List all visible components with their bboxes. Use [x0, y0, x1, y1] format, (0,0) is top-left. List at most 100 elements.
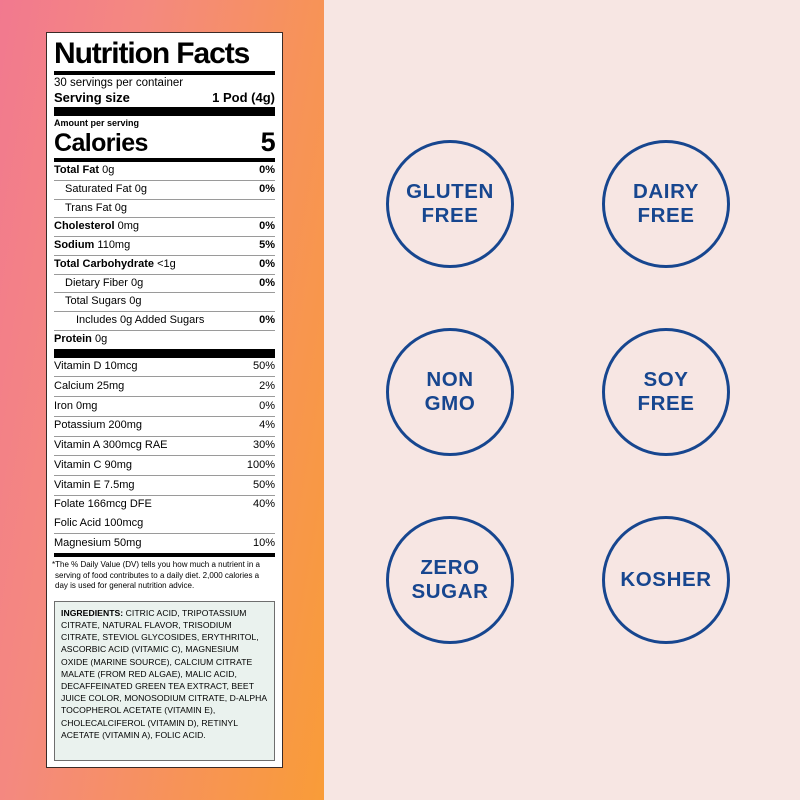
- badge-dairy-free: DAIRY FREE: [602, 140, 730, 268]
- badge-line-2: FREE: [421, 204, 479, 227]
- nutrient-row-divider: [54, 292, 275, 294]
- vitamin-name: Magnesium 50mg: [54, 536, 142, 549]
- calories-value: 5: [260, 127, 276, 158]
- nutrient-daily-value: 0%: [259, 257, 275, 270]
- badge-line-1: DAIRY: [632, 180, 700, 204]
- vitamin-row-divider: [54, 435, 275, 437]
- gradient-panel: Nutrition Facts 30 servings per containe…: [0, 0, 324, 800]
- nutrient-row: Cholesterol 0mg 0%: [54, 218, 275, 236]
- amount-per-serving-label: Amount per serving: [54, 118, 140, 129]
- nutrient-row-divider: [54, 329, 275, 331]
- serving-size-value: 1 Pod (4g): [212, 90, 275, 106]
- vitamin-name: Folate 166mcg DFE: [54, 498, 152, 511]
- nutrition-facts-label: Nutrition Facts 30 servings per containe…: [46, 32, 283, 768]
- vitamin-row: Folate 166mcg DFE 40%: [54, 496, 275, 515]
- nutrient-row-divider: [54, 179, 275, 181]
- nutrient-row: Saturated Fat 0g 0%: [54, 181, 275, 199]
- footnote-asterisk: *: [52, 560, 56, 570]
- vitamin-row-divider: [54, 494, 275, 496]
- vitamin-row: Potassium 200mg 4%: [54, 417, 275, 436]
- nutrient-name: Includes 0g Added Sugars: [76, 314, 205, 327]
- badge-line-1: SOY: [643, 368, 689, 392]
- nutrient-row-divider: [54, 254, 275, 256]
- vitamin-name: Vitamin A 300mcg RAE: [54, 439, 168, 452]
- ingredients-text: CITRIC ACID, TRIPOTASSIUM CITRATE, NATUR…: [61, 607, 267, 740]
- nutrient-daily-value: 0%: [259, 164, 275, 177]
- certification-badge-grid: GLUTEN FREE DAIRY FREE NON GMO SOY FREE ZERO SUGA…: [386, 140, 746, 644]
- nutrient-row: Total Fat 0g 0%: [54, 162, 275, 180]
- serving-size-label: Serving size: [54, 90, 130, 106]
- badge-line-2: FREE: [637, 392, 695, 415]
- vitamin-row-divider: [54, 415, 275, 417]
- nutrient-row: Trans Fat 0g: [54, 200, 275, 218]
- footnote-divider: [54, 553, 275, 558]
- vitamin-daily-value: 50%: [252, 478, 275, 491]
- nutrient-daily-value: 0%: [259, 220, 275, 233]
- vitamin-name: Vitamin E 7.5mg: [54, 478, 135, 491]
- vitamin-row-divider: [54, 455, 275, 457]
- nutrition-facts-title: Nutrition Facts: [54, 37, 250, 70]
- vitamin-row: Vitamin C 90mg 100%: [54, 456, 275, 475]
- vitamin-row: Magnesium 50mg 10%: [54, 534, 275, 553]
- vitamin-daily-value: 30%: [252, 439, 275, 452]
- nutrient-row: Dietary Fiber 0g 0%: [54, 275, 275, 293]
- footnote-text: The % Daily Value (DV) tells you how muc…: [55, 560, 260, 591]
- serving-size-row: Serving size 1 Pod (4g): [54, 90, 275, 107]
- nutrient-row: Includes 0g Added Sugars 0%: [54, 312, 275, 330]
- vitamin-name: Calcium 25mg: [54, 379, 125, 392]
- nutrient-name: Trans Fat 0g: [65, 201, 127, 214]
- nutrient-name: Total Fat 0g: [54, 164, 115, 177]
- daily-value-footnote: *The % Daily Value (DV) tells you how mu…: [52, 557, 275, 596]
- nutrient-name: Dietary Fiber 0g: [65, 276, 144, 289]
- vitamin-daily-value: 0%: [259, 399, 275, 412]
- badge-non-gmo: NON GMO: [386, 328, 514, 456]
- badge-line-1: KOSHER: [620, 568, 712, 591]
- nutrient-row: Total Sugars 0g: [54, 293, 275, 311]
- nutrient-row-divider: [54, 311, 275, 313]
- vitamin-list: Vitamin D 10mcg 50% Calcium 25mg 2% Iron 0mg…: [54, 358, 275, 554]
- vitamin-row-divider: [54, 475, 275, 477]
- nutrient-row-divider: [54, 236, 275, 238]
- calories-label: Calories: [54, 129, 148, 158]
- calories-divider: [54, 158, 275, 163]
- nutrient-row-divider: [54, 198, 275, 200]
- nutrient-row: Protein 0g: [54, 331, 275, 349]
- vitamin-daily-value: 10%: [252, 536, 275, 549]
- nutrient-daily-value: 0%: [259, 182, 275, 195]
- nutrient-daily-value: 0%: [259, 276, 275, 289]
- nutrient-name: Sodium 110mg: [54, 239, 131, 252]
- badge-line-2: SUGAR: [411, 580, 489, 603]
- nutrient-name: Total Sugars 0g: [65, 295, 142, 308]
- badge-line-2: GMO: [424, 392, 476, 415]
- nutrient-row-divider: [54, 217, 275, 219]
- badge-panel: GLUTEN FREE DAIRY FREE NON GMO SOY FREE ZERO SUGA…: [324, 0, 800, 800]
- calories-row: Calories 5: [54, 127, 276, 158]
- vitamin-daily-value: 40%: [252, 498, 275, 511]
- nutrient-name: Total Carbohydrate <1g: [54, 257, 176, 270]
- vitamin-row: Folic Acid 100mcg: [54, 515, 275, 534]
- badge-zero-sugar: ZERO SUGAR: [386, 516, 514, 644]
- vitamin-row-divider: [54, 376, 275, 378]
- badge-line-2: FREE: [637, 204, 695, 227]
- title-divider: [54, 71, 275, 75]
- nutrient-name: Protein 0g: [54, 332, 108, 345]
- badge-line-1: GLUTEN: [406, 180, 494, 204]
- vitamin-row: Vitamin E 7.5mg 50%: [54, 476, 275, 495]
- vitamin-name: Folic Acid 100mcg: [54, 517, 144, 530]
- protein-divider: [54, 348, 275, 358]
- nutrient-name: Cholesterol 0mg: [54, 220, 139, 233]
- servings-per-container: 30 servings per container: [54, 77, 184, 89]
- nutrient-list: Total Fat 0g 0% Saturated Fat 0g 0% Trans Fa…: [54, 162, 275, 349]
- vitamin-daily-value: 50%: [252, 360, 275, 373]
- vitamin-name: Potassium 200mg: [54, 419, 143, 432]
- badge-kosher: KOSHER: [602, 516, 730, 644]
- badge-gluten-free: GLUTEN FREE: [386, 140, 514, 268]
- nutrient-name: Saturated Fat 0g: [65, 182, 147, 195]
- vitamin-daily-value: 4%: [259, 419, 275, 432]
- vitamin-name: Vitamin C 90mg: [54, 458, 133, 471]
- ingredients-heading: INGREDIENTS:: [61, 607, 124, 618]
- vitamin-row-divider: [54, 396, 275, 398]
- vitamin-row: Iron 0mg 0%: [54, 397, 275, 416]
- badge-soy-free: SOY FREE: [602, 328, 730, 456]
